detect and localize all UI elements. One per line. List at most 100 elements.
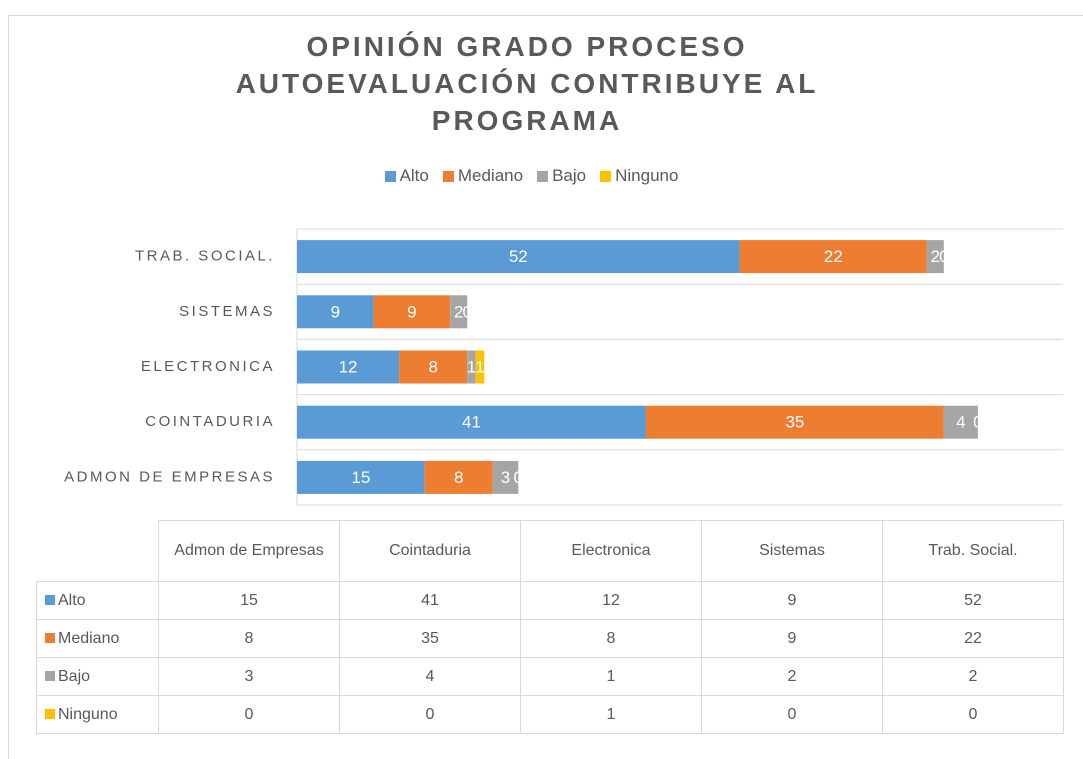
table-header-cell: Cointaduria — [339, 520, 521, 582]
table-row: Ninguno 0 0 1 0 0 — [36, 695, 1064, 734]
table-row: Alto 15 41 12 9 52 — [36, 581, 1064, 620]
table-cell: 0 — [882, 695, 1064, 734]
series-label: Bajo — [58, 667, 91, 685]
bar-segment — [943, 405, 978, 439]
table-cell: 9 — [701, 581, 883, 620]
bar-segment — [645, 405, 944, 439]
data-label: 4 — [956, 413, 965, 432]
table-cell: 1 — [520, 695, 702, 734]
table-cell: 12 — [520, 581, 702, 620]
bar-segment — [467, 350, 476, 384]
table-cell: 9 — [701, 619, 883, 658]
table-header-cell: Sistemas — [701, 520, 883, 582]
legend-label: Ninguno — [615, 166, 679, 185]
table-row: Mediano 8 35 8 9 22 — [36, 619, 1064, 658]
table-row-header: Mediano — [36, 619, 159, 658]
table-cell: 1 — [520, 657, 702, 696]
legend-item: Alto — [384, 166, 429, 186]
data-label: 1 — [475, 357, 484, 376]
table-cell: 0 — [701, 695, 883, 734]
table-cell: 8 — [158, 619, 340, 658]
data-label: 0 — [973, 413, 982, 432]
table-header-cell: Electronica — [520, 520, 702, 582]
table-cell: 2 — [882, 657, 1064, 696]
legend-swatch — [537, 170, 549, 182]
bar-segment — [399, 350, 468, 384]
table-cell: 2 — [701, 657, 883, 696]
data-label: 9 — [407, 302, 416, 321]
data-label: 12 — [339, 357, 358, 376]
data-label: 8 — [428, 357, 437, 376]
table-header-cell: Admon de Empresas — [158, 520, 340, 582]
legend-swatch — [45, 670, 55, 681]
legend-label: Bajo — [552, 166, 587, 185]
data-label: 1 — [467, 357, 476, 376]
data-label: 15 — [351, 468, 370, 487]
table-cell: 35 — [339, 619, 521, 658]
legend-item: Ninguno — [600, 166, 678, 186]
data-label: 2 — [454, 302, 463, 321]
bar-segment — [450, 295, 468, 329]
table-cell: 22 — [882, 619, 1064, 658]
bar-segment — [424, 460, 493, 494]
data-label: 9 — [331, 302, 340, 321]
table-cell: 3 — [158, 657, 340, 696]
legend-item: Mediano — [442, 166, 524, 186]
y-tick-label: Sistemas — [179, 303, 275, 320]
data-label: 52 — [509, 247, 528, 266]
bar-segment — [297, 240, 740, 274]
data-label: 0 — [939, 247, 948, 266]
data-label: 41 — [462, 413, 481, 432]
table-row-header: Bajo — [36, 657, 159, 696]
data-label: 35 — [785, 413, 804, 432]
bar-segment — [926, 240, 944, 274]
table-row: Bajo 3 4 1 2 2 — [36, 657, 1064, 696]
legend: Alto Mediano Bajo Ninguno — [0, 166, 1063, 186]
data-label: 8 — [454, 468, 463, 487]
legend-swatch — [600, 170, 612, 182]
y-tick-label: Admon de Empresas — [64, 468, 275, 485]
legend-swatch — [45, 632, 55, 643]
table-corner — [36, 520, 159, 582]
series-label: Mediano — [58, 629, 120, 647]
legend-label: Mediano — [457, 166, 524, 185]
bar-segment — [739, 240, 927, 274]
data-label: 22 — [824, 247, 843, 266]
bar-segment — [297, 405, 646, 439]
series-label: Alto — [58, 591, 86, 609]
y-tick-label: Trab. Social. — [135, 248, 275, 265]
y-tick-label: Cointaduria — [145, 413, 275, 430]
legend-label: Alto — [399, 166, 429, 185]
table-cell: 41 — [339, 581, 521, 620]
table-cell: 8 — [520, 619, 702, 658]
bar-segment — [492, 460, 519, 494]
series-label: Ninguno — [58, 705, 118, 723]
chart-border — [8, 15, 1083, 759]
bar-segment — [373, 295, 451, 329]
table-header-cell: Trab. Social. — [882, 520, 1064, 582]
data-label: 2 — [931, 247, 940, 266]
legend-item: Bajo — [537, 166, 586, 186]
table-header-row: Admon de Empresas Cointaduria Electronica S… — [36, 520, 1064, 582]
table-cell: 0 — [339, 695, 521, 734]
table-cell: 52 — [882, 581, 1064, 620]
table-row-header: Ninguno — [36, 695, 159, 734]
legend-swatch — [45, 594, 55, 605]
table-cell: 0 — [158, 695, 340, 734]
y-tick-label: Electronica — [141, 358, 275, 375]
data-label: 3 — [501, 468, 510, 487]
legend-swatch — [45, 708, 55, 719]
bar-segment — [475, 350, 485, 384]
table-cell: 4 — [339, 657, 521, 696]
legend-swatch — [384, 170, 396, 182]
bar-segment — [297, 350, 400, 384]
data-table: Admon de Empresas Cointaduria Electronica S… — [36, 520, 1064, 734]
legend-swatch — [442, 170, 454, 182]
data-label: 0 — [462, 302, 471, 321]
table-row-header: Alto — [36, 581, 159, 620]
data-label: 0 — [514, 468, 523, 487]
bar-segment — [297, 460, 425, 494]
chart-title: OPINIÓN GRADO PROCESO AUTOEVALUACIÓN CON… — [235, 31, 819, 136]
